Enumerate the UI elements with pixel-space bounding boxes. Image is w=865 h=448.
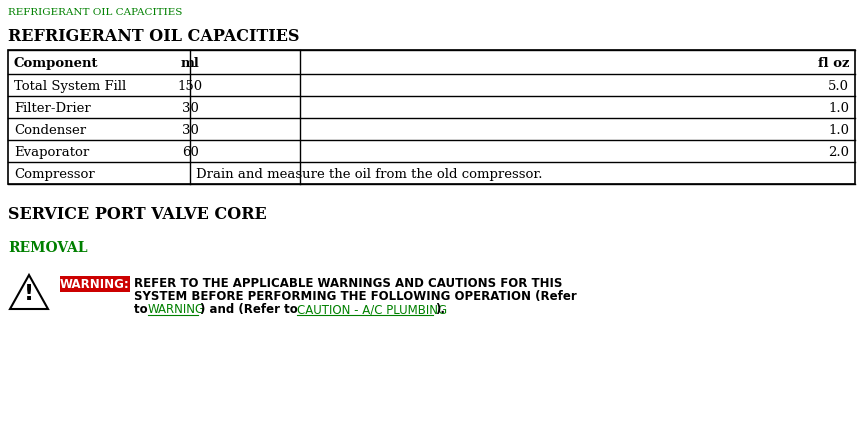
Text: CAUTION - A/C PLUMBING: CAUTION - A/C PLUMBING bbox=[297, 303, 447, 316]
Text: Component: Component bbox=[14, 56, 99, 69]
Text: ) and (Refer to: ) and (Refer to bbox=[200, 303, 302, 316]
Bar bbox=[60, 276, 130, 292]
Polygon shape bbox=[10, 275, 48, 309]
Text: fl oz: fl oz bbox=[817, 56, 849, 69]
Text: 30: 30 bbox=[182, 124, 199, 137]
Text: Evaporator: Evaporator bbox=[14, 146, 89, 159]
Text: to: to bbox=[134, 303, 151, 316]
Text: !: ! bbox=[24, 284, 34, 304]
Bar bbox=[8, 50, 855, 184]
Text: Total System Fill: Total System Fill bbox=[14, 79, 126, 92]
Text: REFRIGERANT OIL CAPACITIES: REFRIGERANT OIL CAPACITIES bbox=[8, 28, 299, 45]
Text: 1.0: 1.0 bbox=[828, 124, 849, 137]
Text: 2.0: 2.0 bbox=[828, 146, 849, 159]
Text: SERVICE PORT VALVE CORE: SERVICE PORT VALVE CORE bbox=[8, 206, 266, 223]
Text: Drain and measure the oil from the old compressor.: Drain and measure the oil from the old c… bbox=[196, 168, 542, 181]
Text: 150: 150 bbox=[177, 79, 202, 92]
Text: ).: ). bbox=[435, 303, 445, 316]
Text: REFRIGERANT OIL CAPACITIES: REFRIGERANT OIL CAPACITIES bbox=[8, 8, 183, 17]
Text: SYSTEM BEFORE PERFORMING THE FOLLOWING OPERATION (Refer: SYSTEM BEFORE PERFORMING THE FOLLOWING O… bbox=[134, 290, 577, 303]
Text: 1.0: 1.0 bbox=[828, 102, 849, 115]
Text: Condenser: Condenser bbox=[14, 124, 87, 137]
Text: 5.0: 5.0 bbox=[828, 79, 849, 92]
Text: REFER TO THE APPLICABLE WARNINGS AND CAUTIONS FOR THIS: REFER TO THE APPLICABLE WARNINGS AND CAU… bbox=[134, 277, 562, 290]
Text: Filter-Drier: Filter-Drier bbox=[14, 102, 91, 115]
Text: ml: ml bbox=[181, 56, 200, 69]
Text: WARNING: WARNING bbox=[148, 303, 205, 316]
Text: WARNING:: WARNING: bbox=[61, 277, 130, 290]
Text: REMOVAL: REMOVAL bbox=[8, 241, 87, 255]
Text: 60: 60 bbox=[182, 146, 199, 159]
Text: 30: 30 bbox=[182, 102, 199, 115]
Text: Compressor: Compressor bbox=[14, 168, 95, 181]
